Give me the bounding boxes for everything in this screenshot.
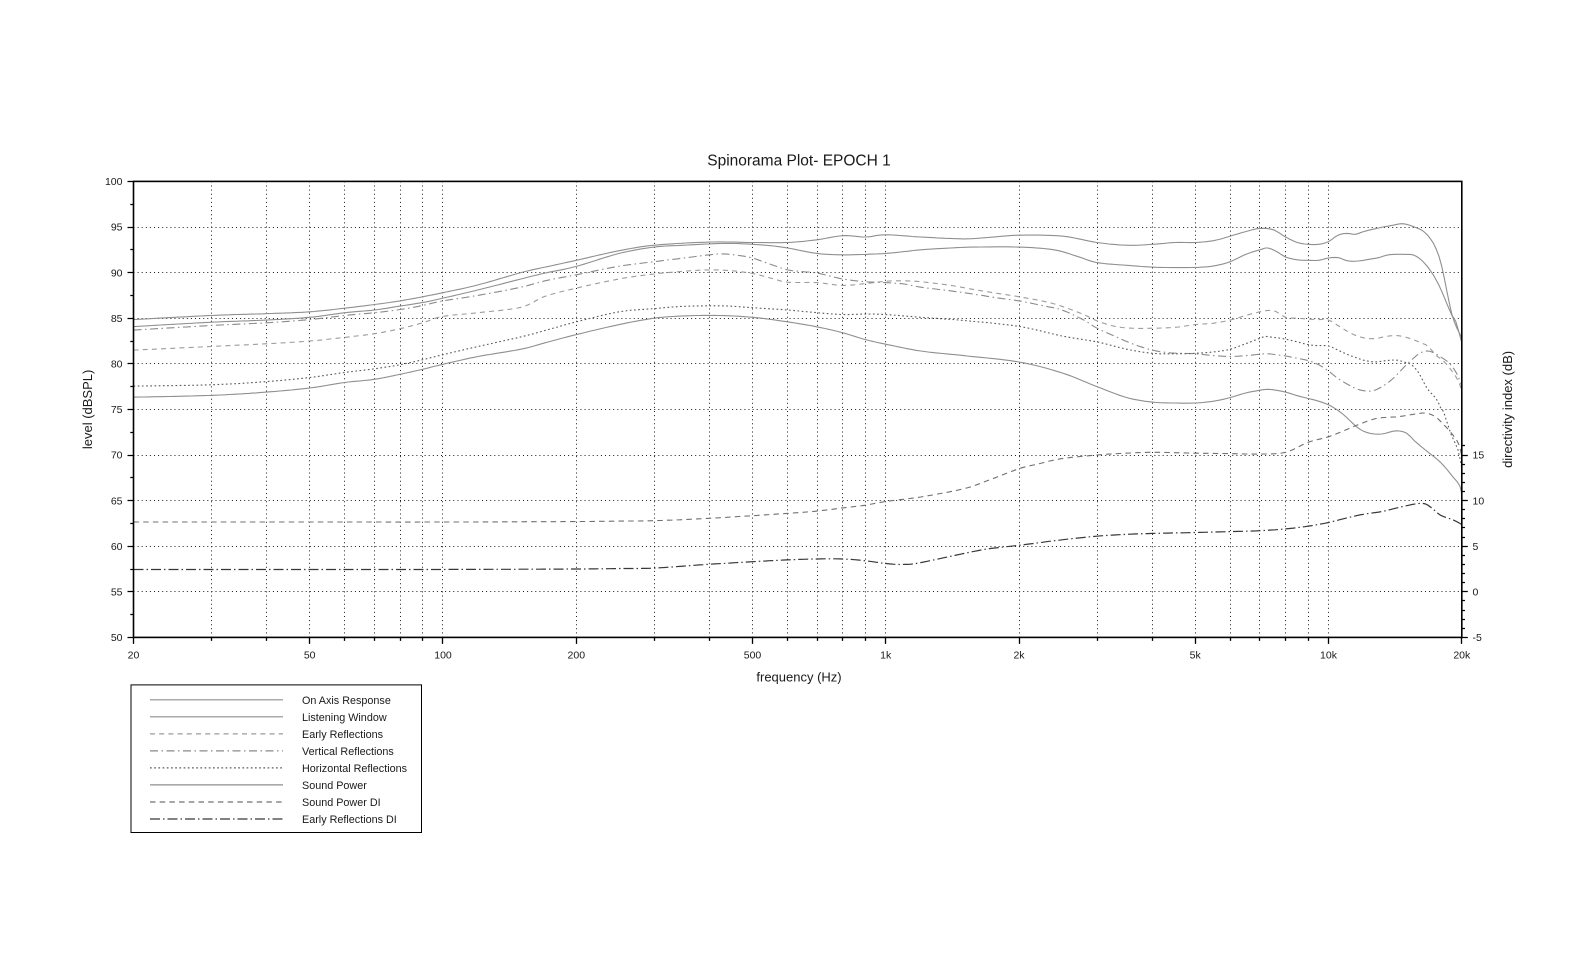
svg-text:Spinorama Plot- EPOCH 1: Spinorama Plot- EPOCH 1	[707, 153, 891, 170]
svg-text:On Axis Response: On Axis Response	[302, 695, 391, 707]
svg-text:Early Reflections: Early Reflections	[302, 729, 384, 741]
svg-text:Sound Power DI: Sound Power DI	[302, 797, 381, 809]
svg-text:100: 100	[434, 650, 452, 662]
svg-text:100: 100	[105, 176, 123, 188]
svg-text:1k: 1k	[880, 650, 892, 662]
svg-text:90: 90	[111, 267, 123, 279]
svg-text:15: 15	[1473, 450, 1485, 462]
svg-text:70: 70	[111, 450, 123, 462]
svg-text:55: 55	[111, 587, 123, 599]
svg-text:50: 50	[111, 632, 123, 644]
svg-text:75: 75	[111, 404, 123, 416]
svg-text:5: 5	[1473, 541, 1479, 553]
svg-text:Vertical Reflections: Vertical Reflections	[302, 746, 394, 758]
svg-text:10k: 10k	[1320, 650, 1338, 662]
svg-text:20: 20	[128, 650, 140, 662]
svg-text:85: 85	[111, 313, 123, 325]
svg-text:20k: 20k	[1453, 650, 1471, 662]
svg-text:-5: -5	[1473, 632, 1482, 644]
svg-text:directivity index (dB): directivity index (dB)	[1500, 351, 1515, 468]
svg-text:10: 10	[1473, 495, 1485, 507]
svg-text:80: 80	[111, 359, 123, 371]
svg-text:95: 95	[111, 222, 123, 234]
svg-text:5k: 5k	[1190, 650, 1202, 662]
svg-text:Sound Power: Sound Power	[302, 780, 367, 792]
svg-text:Early Reflections DI: Early Reflections DI	[302, 814, 397, 826]
svg-text:2k: 2k	[1013, 650, 1025, 662]
svg-text:500: 500	[744, 650, 762, 662]
svg-text:level (dBSPL): level (dBSPL)	[80, 370, 95, 449]
svg-text:frequency (Hz): frequency (Hz)	[756, 670, 841, 685]
svg-text:Listening Window: Listening Window	[302, 712, 387, 724]
svg-text:200: 200	[568, 650, 586, 662]
svg-text:60: 60	[111, 541, 123, 553]
svg-text:Horizontal Reflections: Horizontal Reflections	[302, 763, 408, 775]
svg-text:65: 65	[111, 495, 123, 507]
svg-text:0: 0	[1473, 587, 1479, 599]
svg-text:50: 50	[304, 650, 316, 662]
